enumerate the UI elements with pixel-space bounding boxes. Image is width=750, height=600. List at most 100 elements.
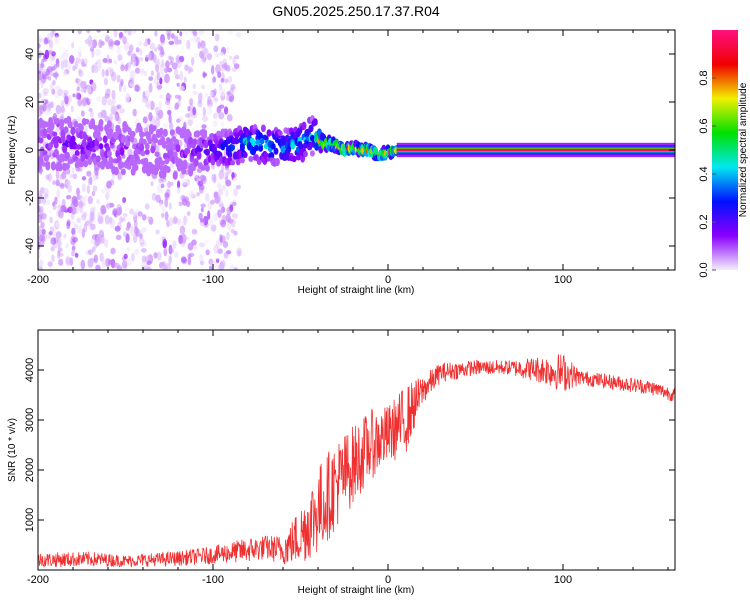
- spectrogram-blob: [188, 67, 194, 73]
- spectrogram-blob: [180, 256, 187, 264]
- spectrogram-blob: [50, 237, 57, 245]
- spectrogram-blob: [206, 99, 213, 108]
- spectrogram-blob: [45, 68, 50, 76]
- spectrogram-blob: [96, 211, 102, 219]
- spectrogram-blob: [66, 134, 72, 141]
- spectrogram-blob: [176, 82, 180, 87]
- spectrogram-blob: [65, 243, 69, 249]
- spectrogram-blob: [142, 241, 148, 246]
- spectrogram-blob: [52, 242, 58, 249]
- spectrogram-blob: [75, 56, 79, 63]
- spectrogram-blob: [97, 215, 104, 225]
- spectrogram-blob: [213, 213, 218, 222]
- spectrogram-blob: [54, 196, 58, 205]
- spectrogram-blob: [74, 150, 80, 156]
- spectrogram-blob: [40, 98, 46, 104]
- spectrogram-blob: [218, 104, 225, 109]
- spectrogram-blob: [227, 151, 233, 159]
- spectrogram-blob: [122, 217, 126, 222]
- spectrogram-blob: [38, 204, 41, 214]
- colorbar: [712, 30, 738, 270]
- spectrogram-blob: [202, 71, 206, 79]
- spectrogram-blob: [171, 62, 178, 70]
- spectrogram-blob: [78, 160, 84, 168]
- spectrogram-blob: [203, 47, 208, 55]
- spectrogram-blob: [120, 134, 126, 143]
- spectrogram-blob: [140, 262, 146, 269]
- spectrogram-blob: [178, 201, 183, 207]
- spectrogram-blob: [57, 244, 61, 255]
- spectrogram-blob: [160, 183, 165, 189]
- spectrogram-blob: [67, 184, 73, 193]
- spectrogram-blob: [81, 183, 87, 193]
- spectrogram-blob: [148, 111, 153, 122]
- spectrogram-blob: [135, 228, 140, 237]
- spectrogram-blob: [212, 112, 218, 120]
- spectrogram-blob: [138, 48, 143, 56]
- spectrogram-blob: [215, 64, 221, 74]
- spectrogram-blob: [213, 88, 217, 96]
- spectrogram-blob: [91, 190, 96, 197]
- spectrogram-blob: [204, 164, 210, 172]
- spectrogram-blob: [213, 173, 217, 184]
- snr-xlabel: Height of straight line (km): [298, 585, 415, 596]
- spectrogram-blob: [126, 246, 130, 252]
- spectrogram-blob: [174, 102, 180, 110]
- spectrogram-blob: [173, 67, 179, 77]
- spectrogram-blob: [80, 195, 86, 205]
- spectrogram-blob: [73, 223, 79, 230]
- spectrogram-blob: [113, 166, 119, 176]
- spectrogram-blob: [235, 157, 241, 166]
- spectrogram-blob: [224, 78, 229, 84]
- spectrogram-blob: [71, 207, 77, 215]
- spectrogram-blob: [162, 264, 168, 270]
- spectrogram-blob: [192, 83, 196, 90]
- spectrogram-blob: [141, 214, 147, 221]
- spectrogram-blob: [188, 252, 195, 258]
- spectrogram-blob: [64, 163, 70, 170]
- spectrogram-blob: [168, 121, 174, 131]
- spectrogram-blob: [142, 116, 148, 124]
- spectrogram-blob: [70, 240, 76, 246]
- spectrogram-blob: [210, 199, 215, 205]
- spectrogram-blob: [55, 221, 60, 228]
- spectrogram-blob: [213, 45, 219, 53]
- spectrogram-blob: [150, 145, 156, 154]
- spectrogram-blob: [113, 114, 119, 121]
- spectrogram-blob: [161, 212, 165, 218]
- spectrogram-blob: [213, 244, 219, 254]
- spectrogram-blob: [85, 219, 92, 227]
- spectrogram-blob: [160, 39, 166, 46]
- spectrogram-blob: [120, 64, 125, 72]
- spectrogram-blob: [76, 86, 80, 92]
- spectrogram-blob: [43, 37, 49, 45]
- spectrogram-blob: [68, 94, 72, 103]
- spectrogram-blob: [152, 53, 157, 63]
- spectrogram-blob: [160, 46, 165, 55]
- spectrogram-blob: [174, 35, 179, 46]
- spectrogram-blob: [42, 128, 48, 137]
- spectrogram-blob: [86, 30, 91, 34]
- snr-ylabel: SNR (10 * v/v): [7, 418, 18, 482]
- spectrogram-blob: [115, 105, 120, 111]
- snr-series-line: [38, 354, 675, 568]
- spectrogram-blob: [181, 220, 185, 230]
- spectrogram-blob: [96, 30, 101, 33]
- spectrogram-blob: [158, 177, 164, 184]
- spectrogram-blob: [70, 220, 77, 225]
- spectrogram-blob: [107, 98, 113, 106]
- spectrogram-blob: [138, 237, 145, 245]
- spectrogram-blob: [60, 99, 65, 108]
- spectrogram-blob: [217, 248, 223, 255]
- spectrogram-blob: [139, 56, 144, 62]
- spectrogram-blob: [220, 121, 225, 128]
- spectrogram-blob: [149, 42, 156, 51]
- spectrogram-blob: [38, 110, 41, 119]
- spectrogram-blob: [147, 215, 151, 222]
- spectrogram-blob: [159, 202, 163, 208]
- spectrogram-blob: [229, 87, 234, 97]
- spectrogram-blob: [222, 184, 227, 191]
- spectrogram-x-tick-label: -100: [202, 274, 224, 286]
- spectrogram-blob: [88, 97, 93, 103]
- spectrogram-blob: [153, 137, 159, 144]
